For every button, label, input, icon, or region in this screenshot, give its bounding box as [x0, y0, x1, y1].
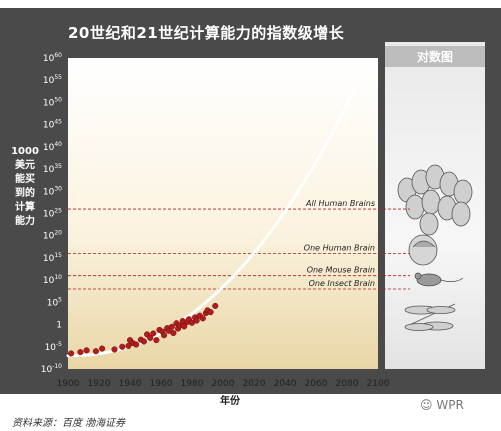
data-point — [153, 337, 160, 344]
x-tick-label: 2060 — [305, 379, 328, 389]
y-axis-label-line: 计算 — [15, 202, 35, 213]
reference-line-label: One Mouse Brain — [307, 266, 375, 275]
y-tick-label: 1060 — [43, 52, 62, 64]
reference-line-label: All Human Brains — [305, 199, 375, 208]
source-note: 资料来源：百度 渤海证券 — [12, 418, 126, 429]
data-point — [150, 330, 157, 337]
insect-illustration — [404, 303, 456, 331]
data-point — [83, 347, 90, 354]
data-point — [181, 323, 188, 330]
y-tick-label: 1020 — [43, 230, 62, 242]
y-tick-label: 1035 — [43, 163, 62, 175]
x-axis-label: 年份 — [220, 396, 240, 407]
data-point — [133, 341, 140, 348]
x-tick-label: 1900 — [57, 379, 80, 389]
human-faces-illustration — [397, 164, 473, 236]
x-tick-label: 2080 — [336, 379, 359, 389]
x-tick-label: 2020 — [243, 379, 266, 389]
data-point — [111, 346, 118, 353]
y-axis-label-line: 能力 — [15, 216, 35, 227]
x-tick-label: 2000 — [212, 379, 235, 389]
x-tick-label: 1960 — [150, 379, 173, 389]
data-point — [193, 317, 200, 324]
data-point — [99, 345, 106, 352]
y-axis-label-line: 1000 — [11, 146, 39, 157]
x-tick-label: 2040 — [274, 379, 297, 389]
y-tick-label: 105 — [47, 296, 62, 308]
chart-title: 20世纪和21世纪计算能力的指数级增长 — [68, 24, 345, 42]
y-tick-label: 1050 — [43, 96, 62, 108]
wechat-icon: ☺ — [420, 398, 433, 412]
data-point — [147, 334, 154, 341]
x-tick-label: 1940 — [119, 379, 142, 389]
y-tick-label: 1030 — [43, 185, 62, 197]
y-tick-label: 1015 — [43, 252, 62, 264]
x-tick-label: 1980 — [181, 379, 204, 389]
side-panel: 对数图 — [385, 42, 485, 369]
watermark-text: WPR — [436, 398, 464, 412]
data-point — [92, 348, 99, 355]
y-tick-label: 1040 — [43, 141, 62, 153]
data-point — [199, 315, 206, 322]
data-point — [119, 343, 126, 350]
y-tick-label: 10-5 — [45, 341, 63, 353]
data-point — [168, 323, 175, 330]
reference-line-label: One Insect Brain — [309, 279, 375, 288]
x-tick-label: 2100 — [367, 379, 390, 389]
y-axis-label-line: 到的 — [15, 188, 35, 199]
data-point — [68, 350, 75, 357]
y-axis-label-line: 美元 — [15, 160, 35, 171]
data-point — [170, 329, 177, 337]
y-tick-label: 10-10 — [41, 363, 62, 375]
side-panel-title: 对数图 — [385, 46, 485, 67]
y-tick-label: 1 — [56, 321, 62, 331]
mouse-illustration — [414, 272, 464, 287]
data-point — [140, 338, 147, 345]
y-tick-label: 1025 — [43, 208, 62, 220]
plot-area — [68, 58, 378, 369]
y-axis-label: 1000 美元 能买 到的 计算 能力 — [10, 145, 40, 229]
data-point — [77, 349, 84, 356]
data-point — [212, 302, 219, 309]
y-axis-label-line: 能买 — [15, 174, 35, 185]
x-tick-label: 1920 — [88, 379, 111, 389]
y-tick-label: 1010 — [43, 274, 62, 286]
watermark: ☺ WPR — [420, 398, 464, 412]
human-head-illustration — [408, 234, 438, 266]
brain-illustrations — [397, 164, 473, 331]
data-point — [207, 309, 214, 316]
data-point — [161, 332, 168, 339]
reference-line-label: One Human Brain — [304, 243, 375, 252]
data-point — [125, 342, 132, 349]
y-tick-label: 1055 — [43, 74, 62, 86]
y-tick-label: 1045 — [43, 119, 62, 131]
